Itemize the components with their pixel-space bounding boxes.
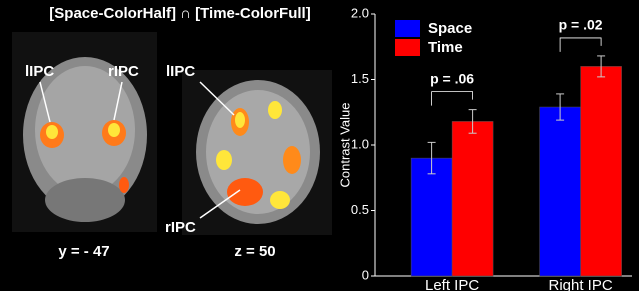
y-tick-label: 1.0 <box>351 136 369 151</box>
slice-caption: y = - 47 <box>58 243 109 260</box>
figure: [Space-ColorHalf] ∩ [Time-ColorFull] lIP… <box>0 0 639 291</box>
legend-label: Space <box>428 20 472 37</box>
legend-swatch <box>395 20 420 37</box>
axial-brain <box>182 70 332 235</box>
bar <box>411 158 452 276</box>
y-tick-label: 2.0 <box>351 5 369 20</box>
annotation: p = .02 <box>559 17 603 33</box>
figure-title: [Space-ColorHalf] ∩ [Time-ColorFull] <box>49 5 310 22</box>
legend-label: Time <box>428 39 463 56</box>
x-tick-label: Left IPC <box>425 277 479 291</box>
legend-swatch <box>395 39 420 56</box>
region-label: rIPC <box>165 219 196 236</box>
region-label: lIPC <box>166 63 195 80</box>
bar <box>540 107 581 276</box>
y-tick-label: 1.5 <box>351 71 369 86</box>
bar <box>581 66 622 276</box>
slice-caption: z = 50 <box>234 243 275 260</box>
x-tick-label: Right IPC <box>548 277 612 291</box>
y-tick-label: 0.5 <box>351 202 369 217</box>
y-tick-label: 0 <box>362 267 369 282</box>
bar <box>452 121 493 276</box>
page: {"figure": {"title": "[Space-ColorHalf] … <box>0 0 639 291</box>
annotation: p = .06 <box>430 70 474 86</box>
region-label: lIPC <box>25 63 54 80</box>
region-label: rIPC <box>108 63 139 80</box>
